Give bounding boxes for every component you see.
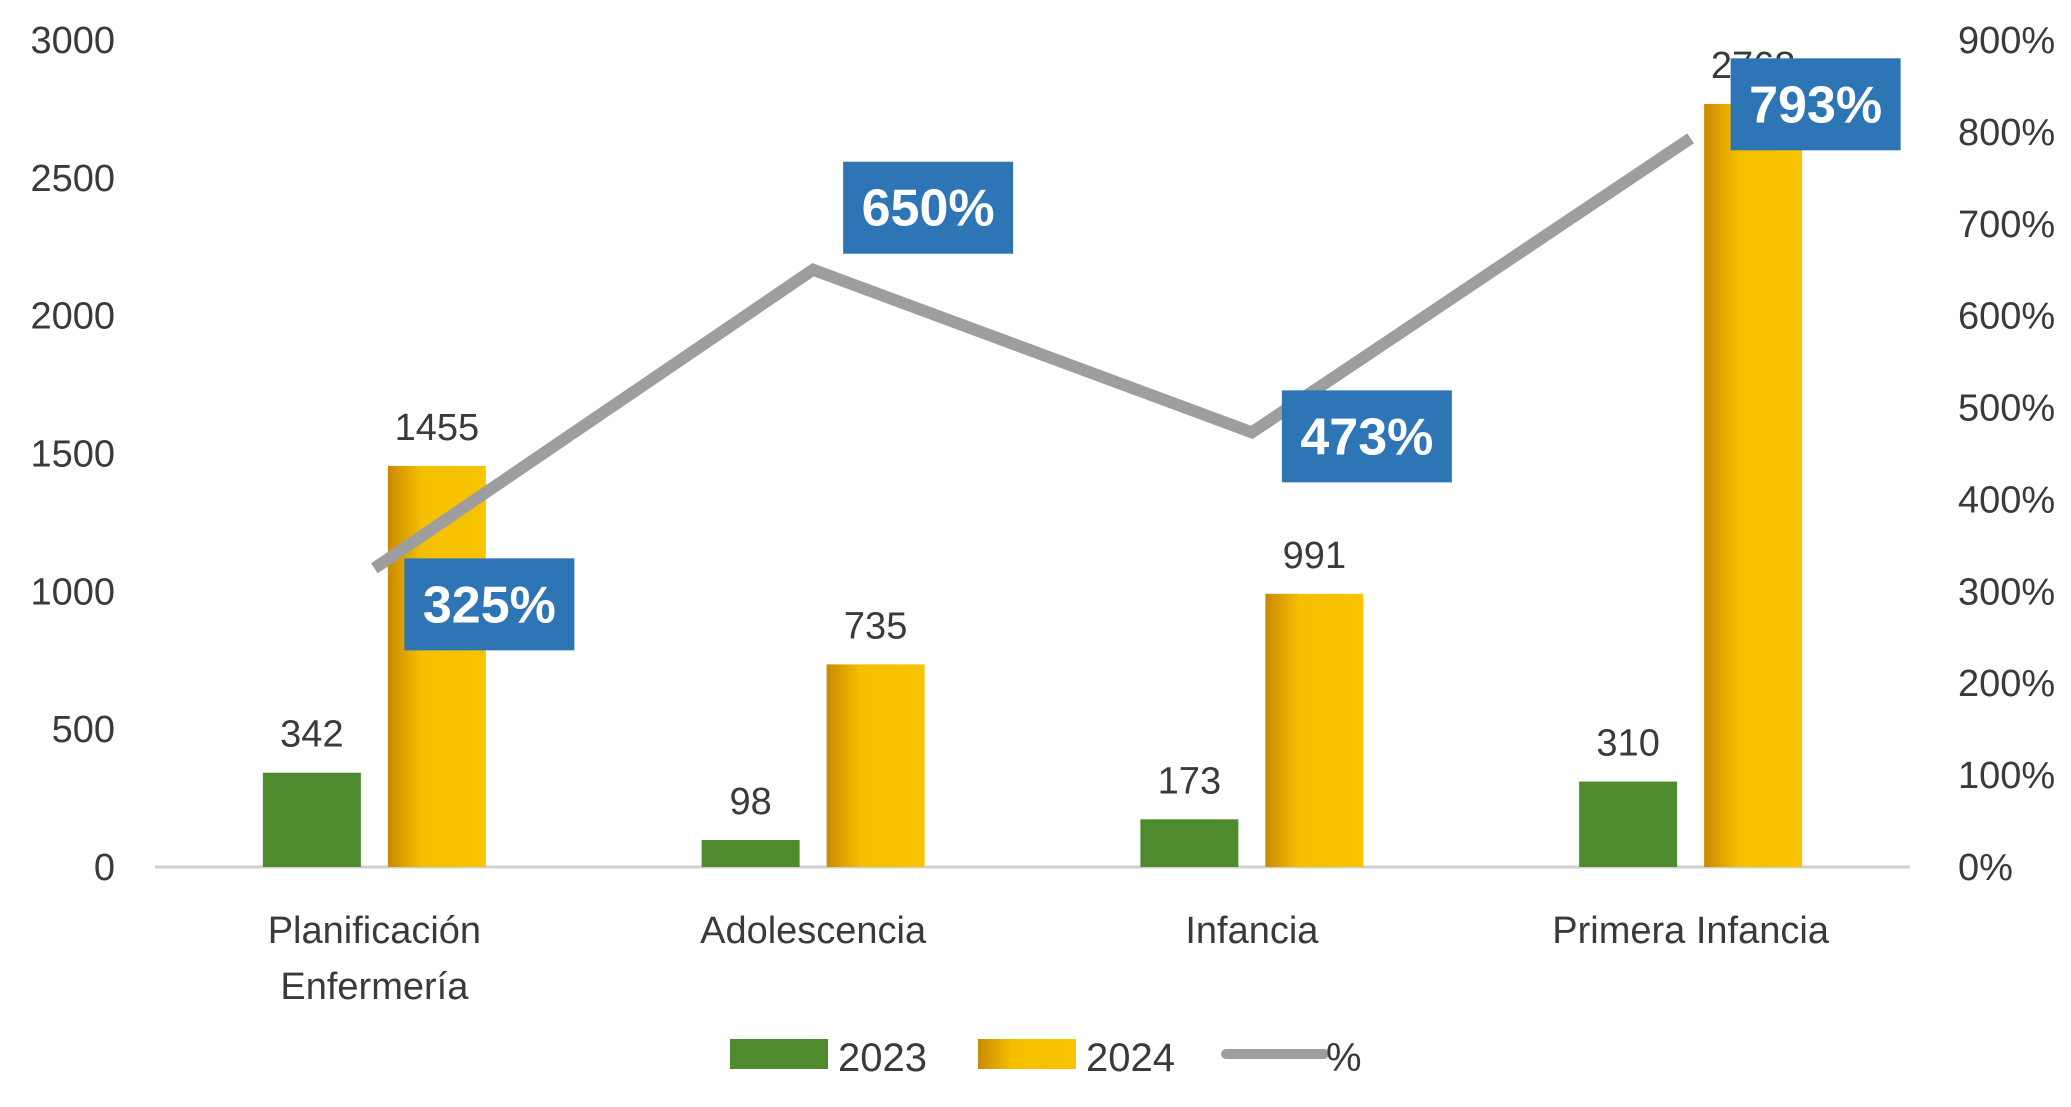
y2-tick-label: 300% — [1958, 571, 2055, 613]
y2-tick-label: 100% — [1958, 755, 2055, 797]
category-label-1: Adolescencia — [700, 910, 927, 952]
y2-tick-label: 900% — [1958, 20, 2055, 62]
percent-label-3: 793% — [1749, 76, 1882, 134]
y2-tick-label: 200% — [1958, 663, 2055, 705]
legend-label-2023: 2023 — [838, 1036, 927, 1080]
bar-2023-1 — [701, 839, 800, 867]
legend-swatch-2024 — [978, 1039, 1076, 1069]
y2-tick-label: 500% — [1958, 388, 2055, 430]
percent-label-box-0 — [404, 558, 575, 651]
percent-label-box-3 — [1730, 58, 1901, 151]
bar-2024-2 — [1265, 593, 1364, 867]
legend-label-percent: % — [1326, 1036, 1362, 1080]
category-label-0-1: Enfermería — [280, 966, 469, 1008]
legend-label-2024: 2024 — [1086, 1036, 1175, 1080]
data-label-2024-1: 735 — [844, 605, 907, 647]
y2-tick-label: 800% — [1958, 112, 2055, 154]
data-label-2023-3: 310 — [1596, 723, 1659, 765]
data-label-2023-0: 342 — [280, 714, 343, 756]
bar-2023-3 — [1579, 781, 1678, 867]
y-tick-label: 2500 — [30, 158, 115, 200]
data-label-2023-1: 98 — [729, 781, 771, 823]
y-tick-label: 1000 — [30, 571, 115, 613]
y2-tick-label: 700% — [1958, 204, 2055, 246]
data-label-2024-2: 991 — [1283, 535, 1346, 577]
y-tick-label: 1500 — [30, 434, 115, 476]
data-label-2024-0: 1455 — [395, 407, 480, 449]
y2-tick-label: 600% — [1958, 296, 2055, 338]
category-label-3: Primera Infancia — [1552, 910, 1830, 952]
category-label-0-0: Planificación — [268, 910, 481, 952]
percent-label-2: 473% — [1300, 408, 1433, 466]
y-tick-label: 500 — [52, 709, 115, 751]
y2-tick-label: 0% — [1958, 847, 2013, 889]
percent-label-box-2 — [1281, 390, 1452, 483]
percent-label-0: 325% — [423, 576, 556, 634]
y-tick-label: 0 — [94, 847, 115, 889]
bar-2024-3 — [1704, 103, 1803, 868]
category-label-2: Infancia — [1185, 910, 1319, 952]
y2-tick-label: 400% — [1958, 479, 2055, 521]
percent-line — [370, 133, 1694, 574]
bar-2024-1 — [826, 664, 925, 867]
bar-2023-0 — [262, 772, 361, 867]
data-label-2023-2: 173 — [1158, 760, 1221, 802]
y-tick-label: 2000 — [30, 296, 115, 338]
y-tick-label: 3000 — [30, 20, 115, 62]
bar-2023-2 — [1140, 819, 1239, 867]
legend-swatch-2023 — [730, 1039, 828, 1069]
percent-label-box-1 — [843, 161, 1014, 254]
percent-label-1: 650% — [862, 180, 995, 238]
